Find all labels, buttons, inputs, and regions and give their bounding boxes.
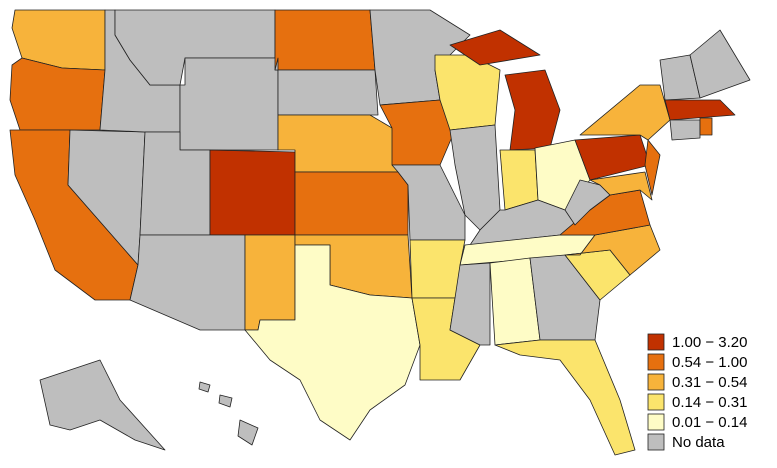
state-shape: [504, 69, 561, 151]
legend-swatch: [647, 433, 665, 451]
state-shape: [589, 171, 653, 201]
state-shape: [644, 139, 661, 196]
legend-label: 1.00 − 3.20: [672, 334, 747, 351]
legend-swatch: [647, 393, 665, 411]
state-shape: [237, 419, 259, 446]
legend-label: 0.01 − 0.14: [672, 414, 747, 431]
state-shape: [669, 119, 701, 141]
legend: 1.00 − 3.20 0.54 − 1.00 0.31 − 0.54 0.14 − …: [647, 333, 747, 451]
legend-swatch: [647, 373, 665, 391]
state-shape: [39, 359, 166, 451]
legend-swatch: [647, 413, 665, 431]
state-shape: [699, 117, 713, 136]
state-shape: [274, 57, 379, 116]
state-shape: [294, 171, 409, 236]
state-shape: [198, 381, 211, 393]
states: [9, 9, 751, 456]
legend-label: 0.31 − 0.54: [672, 374, 747, 391]
state-shape: [449, 29, 541, 66]
state-shape: [689, 29, 751, 99]
state-shape: [179, 57, 279, 151]
legend-label: No data: [672, 434, 725, 451]
state-shape: [244, 244, 421, 441]
legend-swatch: [647, 353, 665, 371]
state-shape: [218, 394, 233, 408]
state-shape: [244, 234, 296, 331]
state-shape: [494, 339, 636, 456]
state-shape: [129, 234, 246, 331]
state-shape: [579, 84, 671, 141]
state-shape: [277, 114, 399, 173]
legend-swatch: [647, 333, 665, 351]
legend-label: 0.14 − 0.31: [672, 394, 747, 411]
state-shape: [499, 149, 539, 211]
state-shape: [209, 149, 296, 236]
state-shape: [664, 99, 736, 121]
state-shape: [529, 254, 601, 341]
legend-label: 0.54 − 1.00: [672, 354, 747, 371]
state-shape: [274, 9, 376, 71]
